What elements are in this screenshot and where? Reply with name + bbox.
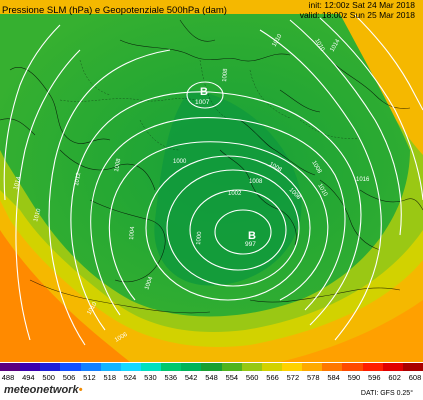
colorbar-tick-label: 506 [62,373,76,382]
colorbar-segment [342,363,363,371]
isobar-1008 [70,91,331,331]
colorbar-segment [261,363,282,371]
colorbar-segment [241,363,262,371]
isobar-label: 1004 [144,275,154,290]
colorbar-tick-label: 548 [205,373,218,382]
isobar-1006 [90,117,346,316]
colorbar-tick-label: 596 [368,373,381,382]
colorbar-tick-label: 500 [42,373,55,382]
meteonetwork-logo: meteonetwork• [4,384,82,396]
isobar-1000 [166,169,300,287]
isobar-label: 1000 [173,159,187,165]
isobar-1002 [145,155,311,301]
colorbar-segment [60,363,81,371]
colorbar-tick-label: 602 [388,373,401,382]
borders [59,59,361,151]
colorbar-segment [362,363,383,371]
valid-time: valid: 18:00z Sun 25 Mar 2018 [299,10,415,20]
isobar-label: 1016 [356,177,370,183]
isobar-1014 [3,24,61,201]
geopotential-field-orange-sw [0,230,130,362]
colorbar-segment [302,363,323,371]
colorbar-segment [382,363,403,371]
colorbar-tick-label: 494 [22,373,35,382]
colorbar-segment [120,363,141,371]
colorbar-tick-label: 542 [184,373,198,382]
isobar-label: 1000 [196,231,203,245]
colorbar-tick-label: 572 [286,373,300,382]
colorbar-segment [0,363,21,371]
isobar-1010e [259,29,382,341]
colorbar-segment [20,363,41,371]
colorbar-segment [402,363,423,371]
colorbar-segment [322,363,343,371]
colorbar-segment [281,363,303,371]
low-pressure-symbol: B [248,230,256,242]
isobars [3,14,423,346]
isobar-label: 1008 [222,68,229,82]
isobar-1016e [354,14,423,111]
isobar-label: 1008 [249,179,263,185]
colorbar-tick-label: 560 [245,373,259,382]
isobar-998 [189,189,287,271]
isobar-label: 1010 [33,207,42,222]
colorbar-tick-label: 584 [327,373,340,382]
map-canvas: 1010 1010 1014 1008 1012 1008 1000 1008 … [0,0,423,362]
colorbar [0,363,423,371]
colorbar-ticks: 488 494 500 506 512 518 524 530 536 542 548 554 560 5… [0,373,423,385]
colorbar-tick-label: 554 [225,373,239,382]
low-pressure-symbol: B [200,86,208,98]
pressure-centers: B 1007 B 997 [195,86,256,248]
colorbar-segment [140,363,162,371]
isobar-1014e [319,17,423,201]
isobar-1012e [289,19,402,236]
colorbar-segment [181,363,202,371]
colorbar-segment [100,363,121,371]
isobar-1008b [309,139,362,326]
logo-dot: • [78,384,83,396]
colorbar-segment [40,363,61,371]
colorbar-segment [80,363,101,371]
data-credits: DATI: GFS 0.25° [360,390,413,397]
isobar-996 [214,209,272,255]
colorbar-segment [221,363,242,371]
colorbar-tick-label: 608 [408,373,422,382]
isobar-label: 1014 [13,175,22,190]
colorbar-tick-label: 524 [123,373,137,382]
coastlines [0,19,423,314]
geopotential-field-orange-se [280,300,423,362]
colorbar-tick-label: 566 [266,373,279,382]
colorbar-segment [161,363,182,371]
isobar-1004 [108,141,329,301]
colorbar-tick-label: 590 [347,373,361,382]
low-pressure-value: 1007 [195,99,210,106]
colorbar-tick-label: 578 [306,373,320,382]
isobar-label: 1004 [129,226,136,240]
map-title: Pressione SLM (hPa) e Geopotenziale 500h… [2,5,227,16]
low-pressure-value: 997 [245,241,256,248]
isobar-label: 1008 [114,158,122,173]
isobar-1008-north [186,81,224,109]
colorbar-tick-label: 512 [83,373,96,382]
isobar-1012 [15,49,81,341]
colorbar-tick-label: 536 [164,373,178,382]
isobar-label: 1012 [74,172,82,187]
logo-text: meteonetwork [4,384,79,396]
colorbar-segment [201,363,222,371]
init-time: init: 12:00z Sat 24 Mar 2018 [308,0,415,10]
isobar-label: 1002 [228,191,242,197]
colorbar-tick-label: 518 [103,373,117,382]
isobar-1010 [48,49,171,346]
colorbar-tick-label: 488 [1,373,15,382]
colorbar-tick-label: 530 [144,373,157,382]
